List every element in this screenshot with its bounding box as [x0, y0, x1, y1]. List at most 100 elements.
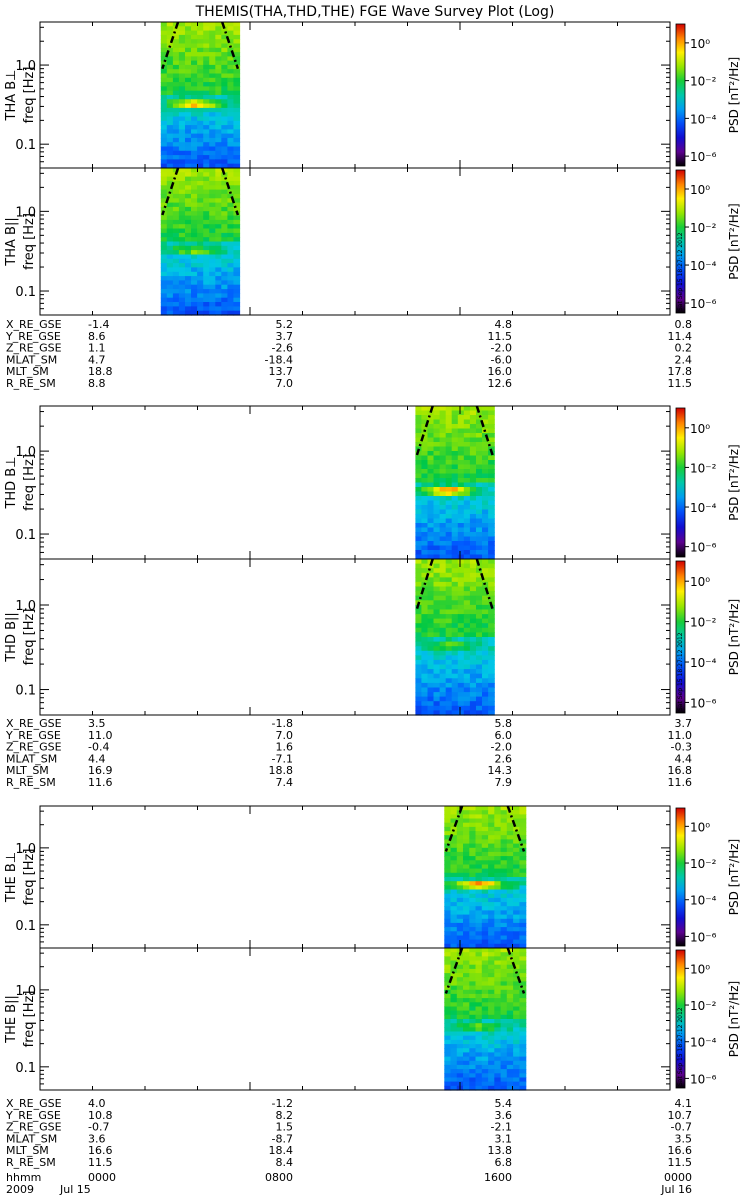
ephemeris-value: 17.8 [668, 365, 693, 378]
spectrogram-cell [172, 271, 180, 277]
spectrogram-cell [191, 107, 198, 113]
spectrogram-cell [421, 464, 429, 470]
spectrogram-cell [463, 692, 471, 698]
spectrogram-cell [463, 948, 470, 953]
spectrogram-cell [421, 532, 429, 538]
ephemeris-value: 4.4 [675, 752, 693, 765]
spectrogram-cell [433, 469, 441, 475]
spectrogram-cell [185, 267, 192, 273]
spectrogram-cell [475, 818, 483, 824]
spectrogram-cell [427, 687, 435, 693]
spectrogram-cell [160, 293, 168, 299]
spectrogram-cell [457, 591, 465, 597]
spectrogram-cell [172, 202, 180, 208]
spectrogram-cell [209, 215, 216, 221]
spectrogram-cell [166, 26, 174, 32]
spectrogram-cell [427, 455, 435, 461]
spectrogram-cell [445, 545, 453, 551]
spectrogram-cell [215, 267, 222, 273]
y-tick-label: 1.0 [15, 59, 36, 74]
spectrogram-cell [488, 847, 495, 853]
spectrogram-cell [185, 86, 192, 92]
spectrogram-cell [488, 1048, 495, 1053]
ephemeris-value: -0.3 [671, 741, 692, 754]
spectrogram-cell [488, 437, 495, 443]
spectrogram-cell [506, 847, 514, 853]
spectrogram-cell [203, 293, 210, 299]
spectrogram-cell [488, 464, 495, 470]
spectrogram-cell [233, 103, 241, 109]
time-tick-label: 0000 [88, 1171, 116, 1184]
spectrogram-cell [160, 181, 168, 186]
spectrogram-cell [469, 918, 477, 924]
spectrogram-cell [166, 280, 174, 286]
spectrogram-cell [463, 851, 470, 857]
colorbar-tick-label: 10⁻² [690, 75, 717, 89]
fc-boundary-line [506, 947, 526, 994]
spectrogram-cell [469, 1019, 477, 1024]
spectrogram-cell [519, 952, 527, 957]
spectrogram-cell [439, 577, 447, 583]
fc-boundary-line [161, 21, 180, 70]
spectrogram-cell [445, 627, 453, 633]
spectrogram-cell [233, 52, 241, 57]
spectrogram-cell [481, 902, 489, 907]
ephemeris-value: -6.0 [491, 353, 512, 366]
spectrogram-cell [513, 956, 520, 962]
spectrogram-cell [185, 150, 192, 156]
spectrogram-cell [451, 609, 459, 615]
spectrogram-cell [191, 133, 198, 139]
spectrogram-cell [469, 1064, 477, 1070]
spectrogram-cell [221, 276, 228, 281]
spectrogram-cell [488, 806, 495, 811]
spectrogram-cell [178, 258, 186, 264]
spectrogram-cell [476, 455, 483, 461]
ephemeris-value: 7.0 [276, 729, 294, 742]
spectrogram-cell [476, 655, 483, 661]
spectrogram-cell [457, 527, 465, 533]
spectrogram-cell [197, 284, 204, 290]
y-tick-label: 1.0 [15, 205, 36, 220]
spectrogram-cell [481, 872, 489, 878]
colorbar-tick-label: 10⁰ [690, 575, 710, 589]
spectrogram-cell [191, 34, 198, 40]
spectrogram-cell [172, 64, 180, 70]
spectrogram-cell [439, 523, 447, 529]
spectrogram-cell [166, 267, 174, 273]
spectrogram-cell [185, 185, 192, 191]
spectrogram-cell [191, 30, 198, 36]
spectrogram-cell [203, 77, 210, 83]
spectrogram-cell [475, 872, 483, 878]
spectrogram-cell [421, 669, 429, 675]
spectrogram-cell [457, 482, 465, 488]
spectrogram-cell [463, 818, 470, 824]
spectrogram-cell [481, 927, 489, 932]
spectrogram-cell [482, 563, 489, 569]
spectrogram-cell [463, 956, 470, 962]
spectrogram-cell [445, 609, 453, 615]
spectrogram-cell [427, 604, 435, 611]
spectrogram-cell [166, 150, 174, 156]
spectrogram-cell [481, 1064, 489, 1070]
spectrogram-cell [463, 460, 471, 466]
colorbar-label: PSD [nT²/Hz] [727, 839, 741, 915]
spectrogram-cell [421, 505, 429, 511]
spectrogram-cell [166, 241, 174, 247]
spectrogram-cell [463, 496, 471, 502]
spectrogram-cell [178, 254, 186, 260]
spectrogram-cell [513, 927, 520, 932]
spectrogram-cell [463, 822, 470, 828]
spectrogram-cell [506, 839, 514, 845]
spectrogram-cell [427, 563, 435, 569]
spectrogram-cell [476, 627, 483, 633]
spectrogram-cell [197, 43, 204, 49]
spectrogram-cell [476, 428, 483, 434]
spectrogram-cell [519, 1073, 527, 1079]
spectrogram-cell [450, 998, 458, 1003]
spectrogram-cell [476, 682, 483, 689]
spectrogram-cell [513, 1010, 520, 1016]
spectrogram-cell [421, 687, 429, 693]
spectrogram-cell [463, 910, 470, 916]
spectrogram-cell [482, 710, 489, 716]
